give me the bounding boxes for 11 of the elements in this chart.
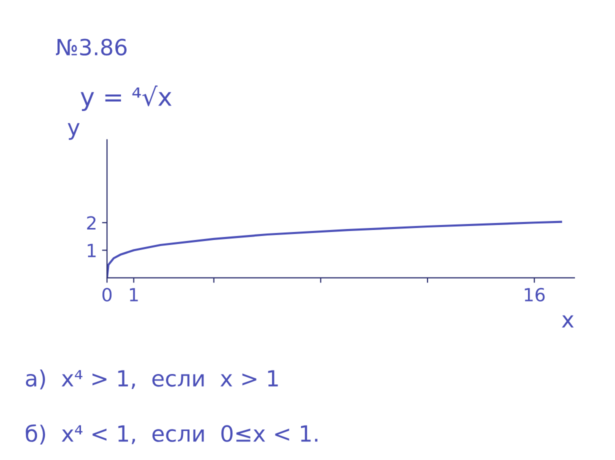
text: а) x⁴ > 1, если x > 1: [26, 370, 278, 390]
y-axis-title: y: [68, 123, 80, 140]
line-series: [107, 220, 562, 278]
x-tick-label: 1: [130, 288, 138, 302]
x-tick-label: 16: [524, 288, 545, 302]
x-axis-title: x: [562, 315, 574, 328]
text: б) x⁴ < 1, если 0≤x < 1.: [26, 424, 318, 445]
x-tick-label: 0: [102, 288, 112, 302]
y-tick-label: 2: [87, 216, 96, 230]
chart-title: №3.86: [56, 38, 127, 56]
text: y = ⁴√x: [80, 86, 172, 111]
